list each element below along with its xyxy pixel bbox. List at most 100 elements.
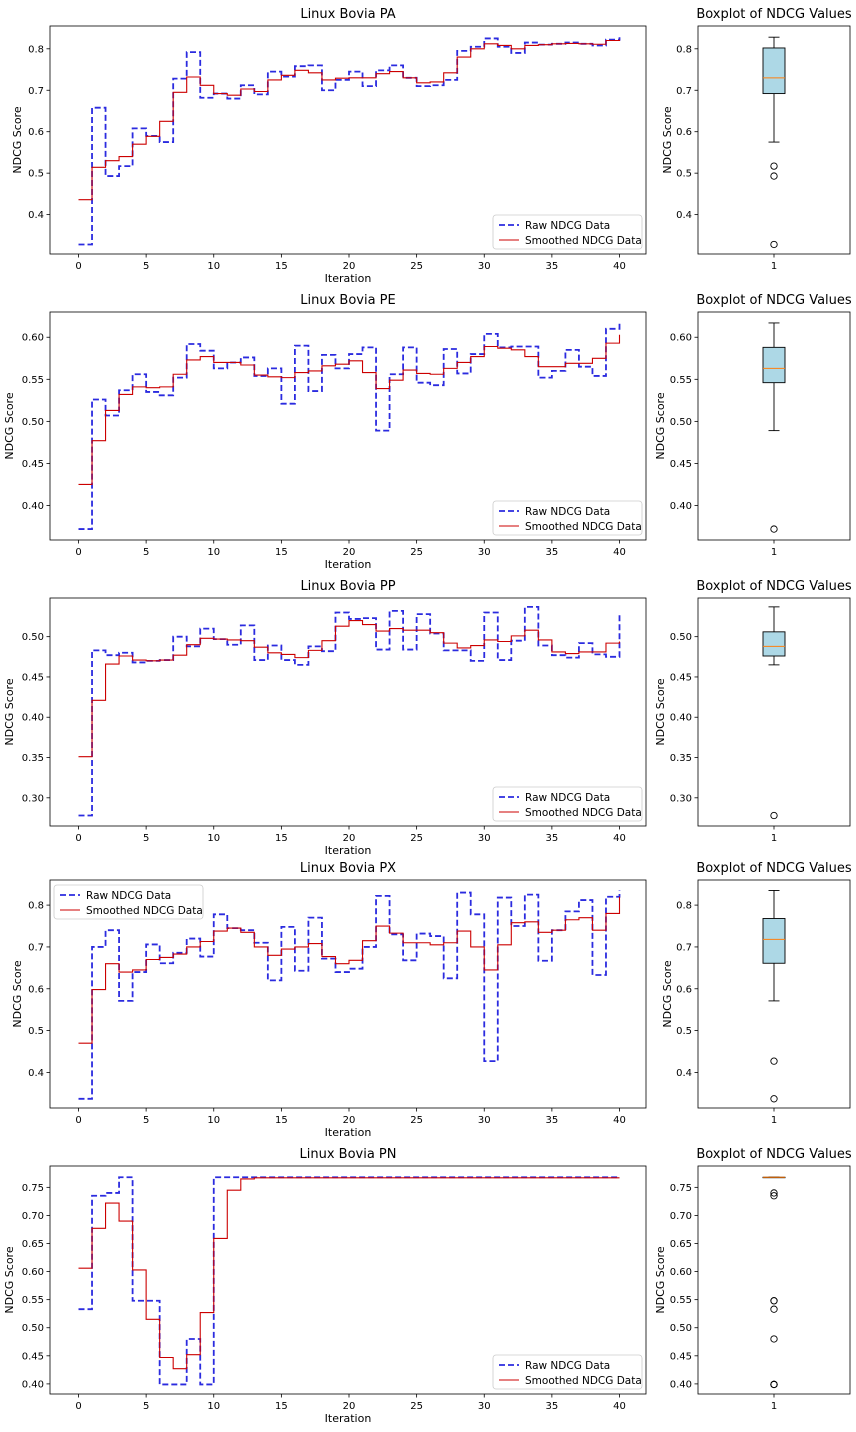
box-y-tick-label: 0.60 (670, 333, 692, 344)
legend-smoothed-label: Smoothed NDCG Data (525, 807, 642, 819)
box-y-tick-label: 0.45 (670, 672, 692, 683)
box-y-tick-label: 0.8 (676, 44, 692, 55)
box-y-tick-label: 0.45 (670, 1351, 692, 1362)
legend-box (492, 1354, 643, 1390)
boxplot: Boxplot of NDCG Values 0.40 0.45 0.50 0.55 0.… (654, 293, 852, 558)
box-iqr (762, 631, 786, 657)
box-y-tick-label: 0.30 (670, 793, 692, 804)
y-tick-label: 0.50 (22, 417, 44, 428)
outlier-point (770, 1095, 778, 1103)
x-axis-label: Iteration (325, 1126, 372, 1139)
box-iqr (762, 918, 786, 964)
x-axis-label: Iteration (325, 558, 372, 571)
legend-raw-label: Raw NDCG Data (86, 890, 171, 902)
y-tick-label: 0.65 (22, 1239, 44, 1250)
legend: Raw NDCG Data Smoothed NDCG Data (53, 884, 204, 920)
y-tick-label: 0.40 (22, 713, 44, 724)
box-y-tick-label: 0.65 (670, 1239, 692, 1250)
y-tick-label: 0.40 (22, 501, 44, 512)
box-y-tick-label: 0.50 (670, 632, 692, 643)
y-axis-label: NDCG Score (3, 1246, 16, 1313)
box-y-tick-label: 0.55 (670, 375, 692, 386)
box-y-tick-label: 0.60 (670, 1267, 692, 1278)
y-tick-label: 0.8 (28, 901, 44, 912)
y-tick-label: 0.30 (22, 793, 44, 804)
x-tick-label: 5 (143, 1401, 149, 1412)
x-tick-label: 0 (75, 833, 81, 844)
smoothed-series-line (78, 620, 621, 758)
y-axis-label: NDCG Score (11, 960, 24, 1027)
x-tick-label: 40 (613, 833, 626, 844)
outlier-point (770, 1057, 778, 1065)
outlier-point (770, 1380, 778, 1389)
boxplot-title: Boxplot of NDCG Values (696, 1147, 852, 1162)
box-y-axis-label: NDCG Score (654, 678, 667, 745)
box-y-tick-label: 0.5 (676, 1026, 692, 1037)
box-iqr (762, 47, 786, 95)
legend-raw-label: Raw NDCG Data (525, 506, 610, 518)
box-y-tick-label: 0.70 (670, 1211, 692, 1222)
y-tick-label: 0.4 (28, 1068, 44, 1079)
outlier-point (770, 172, 778, 180)
y-tick-label: 0.7 (28, 86, 44, 97)
plot-frame (49, 597, 647, 827)
box-y-tick-label: 0.40 (670, 501, 692, 512)
y-axis-label: NDCG Score (11, 106, 24, 173)
smoothed-series-line (78, 39, 621, 201)
plot-frame (49, 311, 647, 541)
smoothed-series-line (78, 334, 621, 486)
y-tick-label: 0.60 (22, 1267, 44, 1278)
subplot-1: Linux Bovia PA 0.4 0.5 0.6 0.7 0.8 0 5 10 15 20 25 3… (11, 7, 852, 285)
chart-title: Linux Bovia PX (300, 861, 396, 876)
box-y-axis-label: NDCG Score (654, 392, 667, 459)
box-y-axis-label: NDCG Score (661, 106, 674, 173)
box-y-tick-label: 0.7 (676, 86, 692, 97)
box-y-tick-label: 0.45 (670, 459, 692, 470)
x-tick-label: 15 (275, 547, 288, 558)
x-tick-label: 0 (75, 547, 81, 558)
boxplot-title: Boxplot of NDCG Values (696, 293, 852, 308)
box-y-tick-label: 0.6 (676, 984, 692, 995)
x-tick-label: 20 (343, 261, 356, 272)
box-x-tick-label: 1 (771, 547, 777, 558)
outlier-point (770, 811, 778, 820)
x-tick-label: 5 (143, 1115, 149, 1126)
smoothed-series-line (78, 896, 621, 1044)
x-tick-label: 5 (143, 547, 149, 558)
boxplot-title: Boxplot of NDCG Values (696, 7, 852, 22)
x-tick-label: 35 (546, 1115, 559, 1126)
box-y-tick-label: 0.8 (676, 901, 692, 912)
y-tick-label: 0.45 (22, 1351, 44, 1362)
boxplot: Boxplot of NDCG Values 0.30 0.35 0.40 0.45 0.… (654, 579, 852, 844)
box-y-tick-label: 0.7 (676, 942, 692, 953)
box-y-axis-label: NDCG Score (661, 960, 674, 1027)
box-x-tick-label: 1 (771, 833, 777, 844)
y-tick-label: 0.55 (22, 1295, 44, 1306)
outlier-point (770, 525, 778, 533)
chart-title: Linux Bovia PE (300, 293, 396, 308)
box-y-tick-label: 0.40 (670, 713, 692, 724)
x-tick-label: 20 (343, 1115, 356, 1126)
box-y-tick-label: 0.4 (676, 210, 692, 221)
box-y-tick-label: 0.75 (670, 1183, 692, 1194)
x-axis-label: Iteration (325, 1412, 372, 1425)
outlier-point (770, 1297, 778, 1305)
x-axis-label: Iteration (325, 844, 372, 857)
x-tick-label: 5 (143, 833, 149, 844)
y-tick-label: 0.50 (22, 632, 44, 643)
y-tick-label: 0.4 (28, 210, 44, 221)
outlier-point (770, 240, 778, 249)
box-y-axis-label: NDCG Score (654, 1246, 667, 1313)
x-axis-label: Iteration (325, 272, 372, 285)
x-tick-label: 30 (478, 547, 491, 558)
box-x-tick-label: 1 (771, 261, 777, 272)
x-tick-label: 0 (75, 1401, 81, 1412)
x-tick-label: 30 (478, 261, 491, 272)
outlier-point (770, 1189, 778, 1197)
y-tick-label: 0.35 (22, 753, 44, 764)
x-tick-label: 25 (410, 1115, 423, 1126)
y-tick-label: 0.5 (28, 169, 44, 180)
x-tick-label: 5 (143, 261, 149, 272)
subplot-4: Linux Bovia PX 0.4 0.5 0.6 0.7 0.8 0 5 10 15 20 25 3… (11, 861, 852, 1139)
y-tick-label: 0.6 (28, 984, 44, 995)
